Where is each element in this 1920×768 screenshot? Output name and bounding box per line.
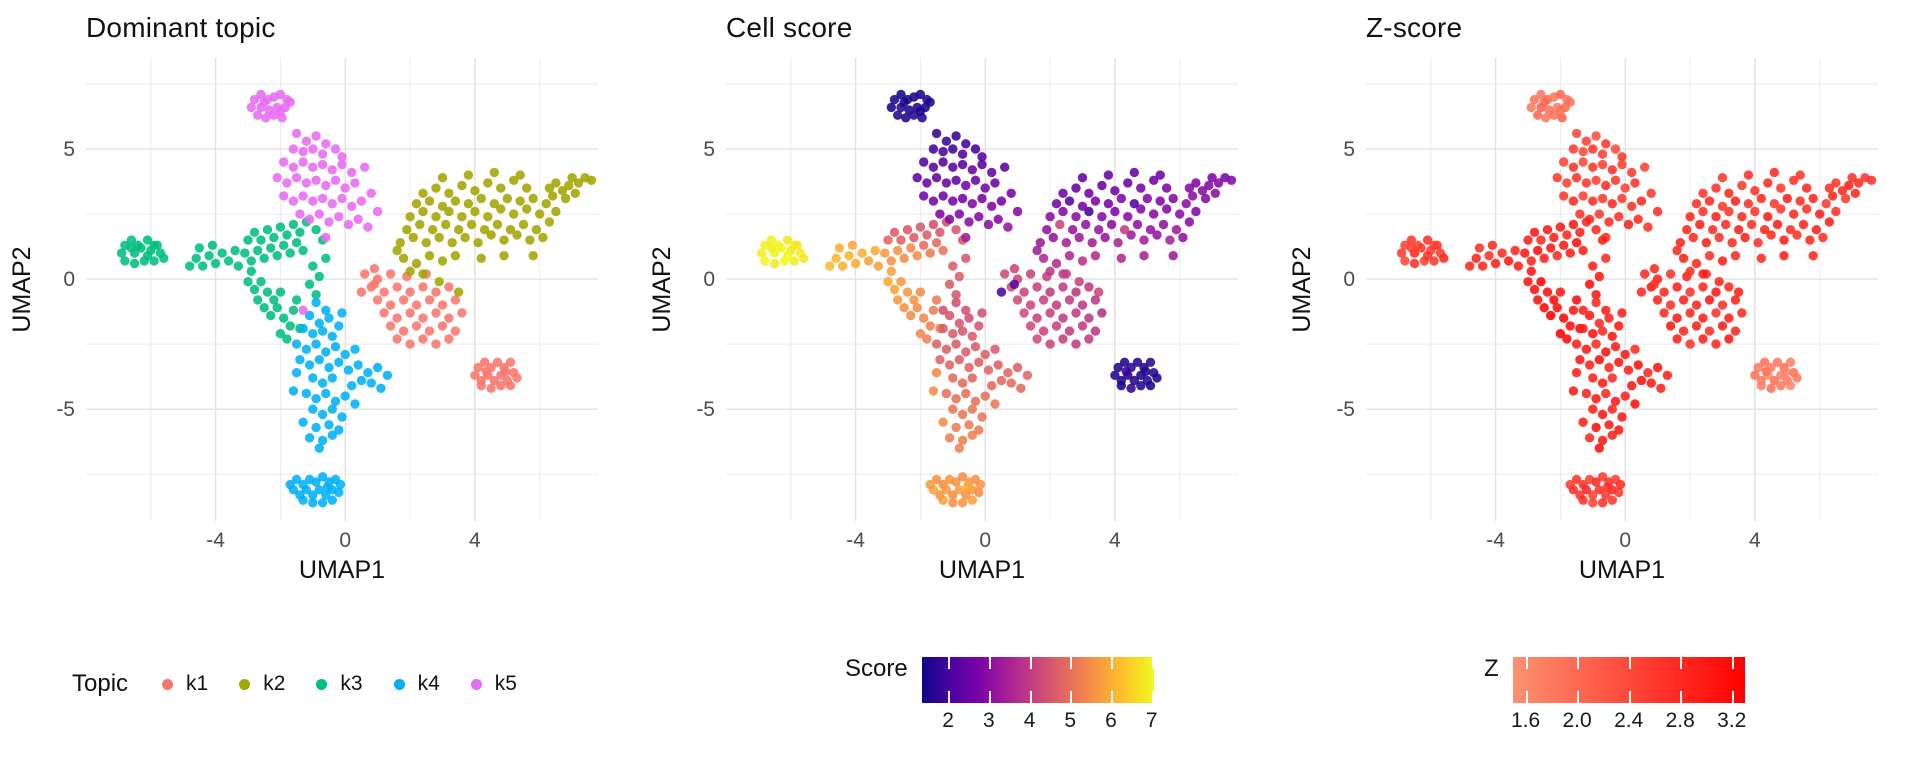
colorbar-tick-label: 5: [1064, 709, 1077, 732]
z-colorbar: 1.6 2.0 2.4 2.8 3.2: [1511, 657, 1746, 732]
colorbar-tick: [1577, 691, 1580, 703]
colorbar-tick: [948, 657, 951, 669]
score-colorbar-gradient: [921, 657, 1154, 703]
svg-text:4: 4: [1109, 529, 1121, 552]
colorbar-tick: [988, 691, 991, 703]
legend-dot-k1: [162, 678, 174, 690]
colorbar-tick: [1680, 691, 1683, 703]
colorbar-tick-label: 7: [1145, 709, 1158, 732]
colorbar-tick: [988, 657, 991, 669]
colorbar-tick-label: 6: [1105, 709, 1117, 732]
colorbar-tick-label: 1.6: [1510, 709, 1541, 732]
colorbar-tick: [1029, 691, 1032, 703]
y-axis-title: UMAP2: [1288, 246, 1316, 332]
z-colorbar-legend: Z 1.6 2.0 2.4 2.8 3.2: [1484, 640, 1746, 732]
colorbar-tick-label: 2.4: [1614, 709, 1644, 732]
svg-text:0: 0: [339, 529, 351, 552]
svg-text:-5: -5: [696, 398, 715, 421]
colorbar-tick: [1151, 691, 1154, 703]
topic-legend-item-k4: k4: [393, 672, 440, 696]
colorbar-tick-label: 2.8: [1665, 709, 1695, 732]
legend-dot-k3: [316, 678, 328, 690]
colorbar-tick: [1070, 657, 1073, 669]
colorbar-tick-label: 4: [1023, 709, 1036, 732]
legend-label-k3: k3: [340, 672, 363, 695]
svg-text:4: 4: [1749, 529, 1761, 552]
x-axis-title: UMAP1: [299, 556, 385, 584]
svg-text:-4: -4: [846, 529, 865, 552]
colorbar-tick: [1110, 691, 1113, 703]
colorbar-tick: [1628, 691, 1631, 703]
topic-legend-item-k3: k3: [316, 672, 363, 696]
colorbar-tick-label: 3.2: [1717, 709, 1747, 732]
colorbar-tick: [1731, 691, 1734, 703]
svg-text:-4: -4: [206, 529, 225, 552]
legend-dot-k5: [470, 678, 482, 690]
panel-dominant-topic: Dominant topic -4 0 4 5 0 -5 UMAP1 UMAP2 Topic …: [0, 0, 640, 768]
umap-plot-dominant-topic: -4 0 4 5 0 -5 UMAP1 UMAP2: [8, 58, 598, 584]
colorbar-tick: [1577, 657, 1580, 669]
panel-title-dominant-topic: Dominant topic: [86, 12, 276, 43]
colorbar-tick-label: 3: [983, 709, 995, 732]
y-axis-title: UMAP2: [648, 246, 676, 332]
umap-plot-cell-score: -4 0 4 5 0 -5 UMAP1 UMAP2: [648, 58, 1238, 584]
topic-legend-items: k1 k2 k3 k4 k5: [162, 672, 517, 696]
umap-plot-z-score: -4 0 4 5 0 -5 UMAP1 UMAP2: [1288, 58, 1878, 584]
svg-text:0: 0: [1343, 268, 1355, 291]
colorbar-tick: [1525, 691, 1528, 703]
panel-title-z-score: Z-score: [1366, 12, 1463, 43]
colorbar-tick: [1151, 657, 1154, 669]
svg-text:4: 4: [469, 529, 481, 552]
y-axis-title: UMAP2: [8, 246, 36, 332]
z-colorbar-title: Z: [1484, 655, 1499, 682]
legend-label-k2: k2: [263, 672, 286, 695]
svg-text:0: 0: [979, 529, 991, 552]
legend-label-k4: k4: [417, 672, 440, 695]
colorbar-tick-label: 2.0: [1562, 709, 1592, 732]
colorbar-tick: [1680, 657, 1683, 669]
topic-legend: Topic k1 k2 k3 k4 k5: [72, 662, 517, 706]
svg-text:0: 0: [703, 268, 715, 291]
topic-legend-item-k2: k2: [239, 672, 285, 696]
colorbar-tick: [1070, 691, 1073, 703]
panel-title-cell-score: Cell score: [726, 12, 853, 43]
colorbar-tick: [1110, 657, 1113, 669]
topic-legend-item-k5: k5: [470, 672, 517, 696]
colorbar-tick: [1731, 657, 1734, 669]
colorbar-tick: [1525, 657, 1528, 669]
score-colorbar-title: Score: [845, 655, 908, 682]
svg-text:5: 5: [1343, 138, 1355, 161]
panel-z-score: Z-score -4 0 4 5 0 -5 UMAP1 UMAP2 Z 1.6 2.0 2.4 2.…: [1280, 0, 1920, 768]
legend-label-k1: k1: [186, 672, 209, 695]
legend-label-k5: k5: [494, 672, 517, 695]
topic-legend-item-k1: k1: [162, 672, 208, 696]
svg-text:-4: -4: [1486, 529, 1505, 552]
legend-dot-k4: [393, 678, 405, 690]
legend-dot-k2: [239, 678, 251, 690]
colorbar-tick: [948, 691, 951, 703]
svg-text:-5: -5: [56, 398, 75, 421]
svg-text:5: 5: [63, 138, 75, 161]
x-axis-title: UMAP1: [939, 556, 1025, 584]
svg-text:-5: -5: [1336, 398, 1355, 421]
colorbar-tick-label: 2: [942, 709, 954, 732]
colorbar-tick: [1029, 657, 1032, 669]
score-colorbar-legend: Score 2 3 4 5 6 7: [845, 640, 1158, 732]
colorbar-tick: [1628, 657, 1631, 669]
score-colorbar: 2 3 4 5 6 7: [921, 657, 1158, 732]
panel-cell-score: Cell score -4 0 4 5 0 -5 UMAP1 UMAP2 Score 2 3 4 5…: [640, 0, 1280, 768]
svg-text:0: 0: [63, 268, 75, 291]
x-axis-title: UMAP1: [1579, 556, 1665, 584]
svg-text:0: 0: [1619, 529, 1631, 552]
svg-text:5: 5: [703, 138, 715, 161]
topic-legend-title: Topic: [72, 670, 129, 697]
